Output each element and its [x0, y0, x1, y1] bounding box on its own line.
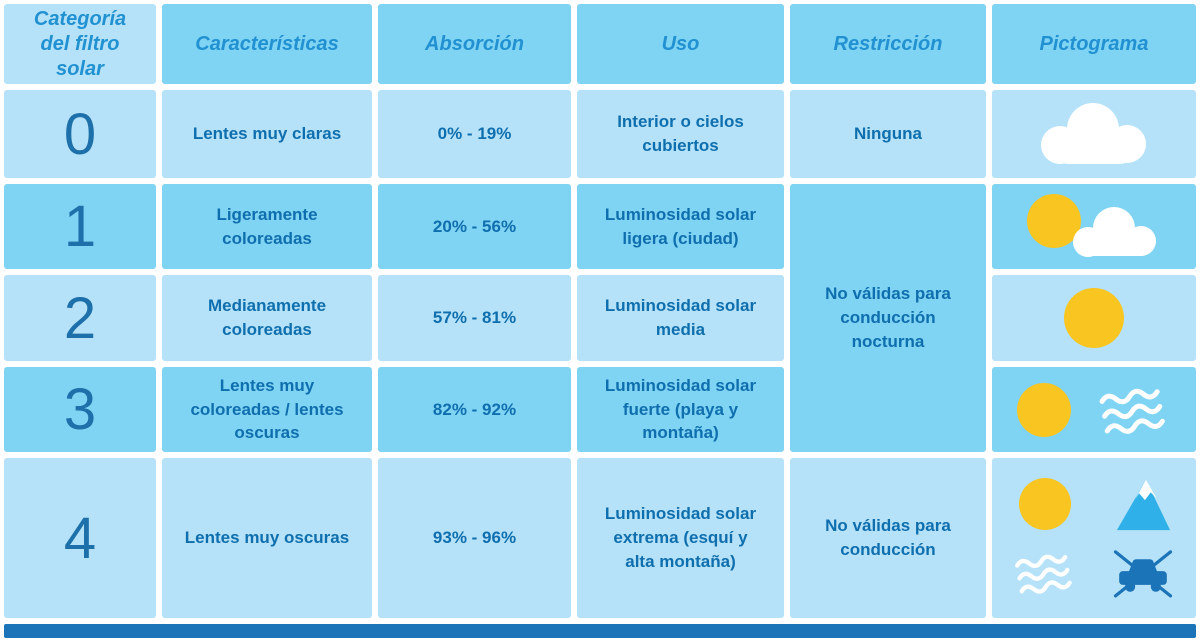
category-1-cell: 1: [4, 184, 156, 269]
merged-restriccion-cell: No válidas para conducción nocturna: [790, 184, 986, 452]
row4-uso-text: Luminosidad solar extrema (esquí y alta …: [604, 504, 757, 571]
header-uso-label: Uso: [661, 32, 700, 55]
row0-pictograma-cell: [992, 90, 1196, 178]
row3-pictograma-cell: [992, 367, 1196, 452]
row1-uso-text: Luminosidad solar ligera (ciudad): [604, 204, 757, 248]
row1-caracteristicas-text: Ligeramente coloreadas: [216, 204, 318, 248]
cross-out-lines: [1113, 550, 1173, 598]
category-4-number: 4: [63, 505, 97, 571]
row3-uso-cell: Luminosidad solar fuerte (playa y montañ…: [577, 367, 784, 452]
sun-icon: [1017, 382, 1071, 437]
category-1-number: 1: [63, 194, 97, 259]
header-restriccion-label: Restricción: [833, 32, 943, 55]
sun-icon: [1019, 478, 1071, 530]
row0-caracteristicas-cell: Lentes muy claras: [162, 90, 372, 178]
row1-caracteristicas-cell: Ligeramente coloreadas: [162, 184, 372, 269]
row3-absorcion-text: 82% - 92%: [432, 399, 517, 419]
row4-caracteristicas-text: Lentes muy oscuras: [184, 528, 350, 548]
row2-uso-cell: Luminosidad solar media: [577, 275, 784, 361]
sun-icon: [1027, 193, 1081, 248]
row4-uso-cell: Luminosidad solar extrema (esquí y alta …: [577, 458, 784, 618]
row4-absorcion-cell: 93% - 96%: [378, 458, 571, 618]
sun-cloud-icon: [1027, 193, 1156, 257]
row4-restriccion-cell: No válidas para conducción: [790, 458, 986, 618]
mountain-icon: [1116, 479, 1171, 531]
cloud-icon: [1041, 103, 1146, 164]
waves-icon: [1015, 554, 1072, 594]
header-cell-categoria: Categoría del filtro solar: [4, 4, 156, 84]
row2-absorcion-text: 57% - 81%: [432, 308, 517, 328]
header-categoria-label: Categoría del filtro solar: [33, 7, 127, 80]
row1-pictograma-cell: [992, 184, 1196, 269]
row1-absorcion-text: 20% - 56%: [432, 216, 517, 236]
row4-pictogram-group: [1005, 474, 1183, 602]
merged-restriccion-text: No válidas para conducción nocturna: [825, 284, 951, 351]
header-cell-absorcion: Absorción: [378, 4, 571, 84]
cloud-icon: [1073, 206, 1156, 257]
footer-bar: [4, 624, 1196, 638]
row1-absorcion-cell: 20% - 56%: [378, 184, 571, 269]
row2-pictograma-cell: [992, 275, 1196, 361]
row4-absorcion-text: 93% - 96%: [432, 528, 517, 548]
row1-uso-cell: Luminosidad solar ligera (ciudad): [577, 184, 784, 269]
row3-caracteristicas-text: Lentes muy coloreadas / lentes oscuras: [190, 375, 344, 443]
row2-absorcion-cell: 57% - 81%: [378, 275, 571, 361]
sun-icon: [1064, 288, 1124, 348]
row0-absorcion-text: 0% - 19%: [437, 124, 512, 144]
row0-absorcion-cell: 0% - 19%: [378, 90, 571, 178]
row0-caracteristicas-text: Lentes muy claras: [192, 124, 342, 144]
row0-uso-text: Interior o cielos cubiertos: [617, 112, 744, 155]
header-cell-restriccion: Restricción: [790, 4, 986, 84]
row4-restriccion-text: No válidas para conducción: [825, 516, 951, 559]
header-cell-pictograma: Pictograma: [992, 4, 1196, 84]
header-absorcion-label: Absorción: [425, 32, 524, 55]
waves-icon: [1099, 388, 1165, 434]
row2-caracteristicas-cell: Medianamente coloreadas: [162, 275, 372, 361]
row3-caracteristicas-cell: Lentes muy coloreadas / lentes oscuras: [162, 367, 372, 452]
row3-uso-text: Luminosidad solar fuerte (playa y montañ…: [604, 375, 757, 443]
category-0-number: 0: [63, 101, 97, 167]
category-0-cell: 0: [4, 90, 156, 178]
header-cell-uso: Uso: [577, 4, 784, 84]
category-4-cell: 4: [4, 458, 156, 618]
header-cell-caracteristicas: Características: [162, 4, 372, 84]
category-2-cell: 2: [4, 275, 156, 361]
row2-caracteristicas-text: Medianamente coloreadas: [207, 296, 327, 339]
row0-uso-cell: Interior o cielos cubiertos: [577, 90, 784, 178]
row0-restriccion-cell: Ninguna: [790, 90, 986, 178]
car-crossed-icon: [1113, 550, 1173, 598]
row0-restriccion-text: Ninguna: [854, 124, 922, 144]
row4-caracteristicas-cell: Lentes muy oscuras: [162, 458, 372, 618]
header-caracteristicas-label: Características: [195, 32, 339, 55]
category-3-cell: 3: [4, 367, 156, 452]
category-2-number: 2: [63, 285, 97, 351]
category-3-number: 3: [63, 377, 97, 442]
header-pictograma-label: Pictograma: [1039, 32, 1149, 55]
row3-absorcion-cell: 82% - 92%: [378, 367, 571, 452]
sun-waves-icon: [1017, 382, 1165, 437]
row2-uso-text: Luminosidad solar media: [604, 296, 757, 339]
row4-pictograma-cell: [992, 458, 1196, 618]
